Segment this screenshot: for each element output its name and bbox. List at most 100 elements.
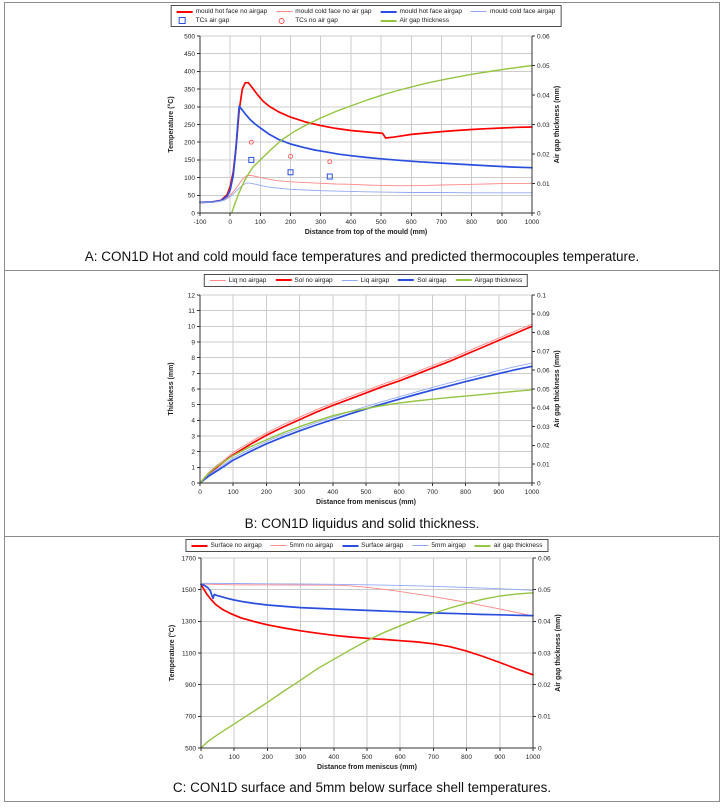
svg-text:0.01: 0.01 xyxy=(537,181,550,188)
svg-text:0.09: 0.09 xyxy=(537,311,550,318)
svg-text:1000: 1000 xyxy=(525,489,540,496)
svg-text:500: 500 xyxy=(376,219,387,226)
svg-text:0.03: 0.03 xyxy=(538,650,551,657)
svg-text:700: 700 xyxy=(436,219,447,226)
svg-text:3: 3 xyxy=(191,433,195,440)
legend-item: Sol no airgap xyxy=(275,276,333,284)
left-axis-title: Thickness (mm) xyxy=(168,362,175,415)
legend-item: 5mm no airgap xyxy=(270,542,333,549)
svg-text:0: 0 xyxy=(191,210,195,217)
svg-text:500: 500 xyxy=(361,489,372,496)
series-line xyxy=(200,592,534,749)
legend-item: mould cold face airgap xyxy=(470,8,555,15)
svg-text:500: 500 xyxy=(184,33,195,40)
svg-text:250: 250 xyxy=(184,122,195,129)
svg-text:200: 200 xyxy=(261,489,272,496)
x-axis-title: Distance from meniscus (mm) xyxy=(317,764,417,771)
series-line xyxy=(200,583,534,676)
legend-label: Sol airgap xyxy=(417,276,447,284)
legend-label: Sol no airgap xyxy=(294,276,333,284)
chart-b-canvas: 012345678910111200.010.020.030.040.050.0… xyxy=(168,292,561,506)
svg-text:800: 800 xyxy=(466,219,477,226)
legend-item: Liq airgap xyxy=(341,276,390,284)
series-line xyxy=(200,583,534,617)
chart-b: 0 1 2 3 4 5 6 7 8 9 10 11 12 0 0.01 0.02 0.03 0.04 0.05 0.0… xyxy=(5,271,719,513)
svg-text:1100: 1100 xyxy=(182,650,196,657)
svg-text:1000: 1000 xyxy=(525,219,540,226)
legend-label: TCs no air gap xyxy=(295,17,338,24)
legend-label: Liq no airgap xyxy=(228,276,267,284)
right-axis-title: Air gap thickness (mm) xyxy=(554,350,561,427)
svg-text:0.05: 0.05 xyxy=(537,63,550,70)
svg-text:0.05: 0.05 xyxy=(537,386,550,393)
svg-text:0.03: 0.03 xyxy=(537,423,550,430)
series-line xyxy=(199,105,533,204)
series-line xyxy=(199,388,533,484)
legend-label: Airgap thickness xyxy=(474,276,523,284)
svg-text:0.06: 0.06 xyxy=(537,367,550,374)
svg-text:300: 300 xyxy=(295,754,306,761)
legend-item: mould cold face no air gap xyxy=(276,8,371,15)
legend-item: 5mm airgap xyxy=(412,542,466,550)
line-sample-icon xyxy=(380,10,397,13)
series-lines xyxy=(200,582,534,749)
tick-labels: 500 700 900 1100 1300 1500 1700 0 0.01 0.02 0.03 0.… xyxy=(182,555,552,761)
svg-text:350: 350 xyxy=(184,86,195,93)
figure-frame: 0 50 100 150 200 250 300 350 400 450 500 0 0.01 0.02 0… xyxy=(4,2,720,802)
line-sample-icon xyxy=(176,10,193,13)
tick-labels: 012345678910111200.010.020.030.040.050.0… xyxy=(188,292,550,496)
series-line xyxy=(200,583,534,617)
chart-c-canvas: 500 700 900 1100 1300 1500 1700 0 0.01 0.02 0.03 0.… xyxy=(168,555,562,771)
gridlines xyxy=(201,557,533,749)
svg-text:2: 2 xyxy=(191,449,195,456)
svg-text:0: 0 xyxy=(537,480,541,487)
svg-text:0.02: 0.02 xyxy=(537,151,550,158)
line-sample-icon xyxy=(342,544,359,547)
svg-text:0.04: 0.04 xyxy=(538,619,551,626)
svg-text:100: 100 xyxy=(228,489,239,496)
tc-circle-marker xyxy=(248,139,254,145)
svg-text:700: 700 xyxy=(428,754,439,761)
svg-text:50: 50 xyxy=(188,193,196,200)
legend-item: TCs air gap xyxy=(177,17,268,24)
tc-square-marker xyxy=(287,169,294,176)
svg-text:0.04: 0.04 xyxy=(537,92,550,99)
svg-text:100: 100 xyxy=(184,175,195,182)
legend-item: Surface airgap xyxy=(342,542,403,549)
series-line xyxy=(199,364,533,484)
chart-a: 0 50 100 150 200 250 300 350 400 450 500 0 0.01 0.02 0… xyxy=(5,3,719,246)
svg-text:0.03: 0.03 xyxy=(537,122,550,129)
line-sample-icon xyxy=(209,279,226,281)
svg-text:12: 12 xyxy=(188,292,196,299)
svg-text:7: 7 xyxy=(191,370,195,377)
x-axis-title: Distance from meniscus (mm) xyxy=(316,499,416,506)
chart-a-legend: mould hot face no airgap mould cold face … xyxy=(170,5,562,27)
gridlines xyxy=(200,294,532,483)
legend-item: Airgap thickness xyxy=(455,276,523,284)
legend-item: TCs no air gap xyxy=(276,17,371,24)
svg-text:100: 100 xyxy=(229,754,240,761)
legend-item: Sol airgap xyxy=(398,276,447,284)
legend-label: 5mm airgap xyxy=(431,542,466,550)
axis-titles: Distance from meniscus (mm) Temperature (… xyxy=(168,614,562,771)
svg-text:450: 450 xyxy=(184,51,195,58)
circle-marker-icon xyxy=(276,17,292,24)
panel-a: 0 50 100 150 200 250 300 350 400 450 500 0 0.01 0.02 0… xyxy=(5,3,719,270)
panel-b: 0 1 2 3 4 5 6 7 8 9 10 11 12 0 0.01 0.02 0.03 0.04 0.05 0.0… xyxy=(5,269,719,537)
line-sample-icon xyxy=(270,545,287,547)
series-lines xyxy=(199,323,533,484)
svg-text:9: 9 xyxy=(191,339,195,346)
chart-b-legend: Liq no airgap Sol no airgap Liq airgap Sol … xyxy=(203,273,529,287)
svg-text:10: 10 xyxy=(188,323,196,330)
legend-label: Liq airgap xyxy=(360,276,390,284)
legend-item: Liq no airgap xyxy=(209,276,267,284)
line-sample-icon xyxy=(455,279,472,282)
svg-text:400: 400 xyxy=(327,489,338,496)
svg-text:700: 700 xyxy=(427,489,438,496)
svg-text:600: 600 xyxy=(394,489,405,496)
svg-text:400: 400 xyxy=(345,219,356,226)
line-sample-icon xyxy=(191,544,208,547)
axes xyxy=(197,294,535,486)
svg-text:0: 0 xyxy=(538,745,542,752)
right-axis-title: Air gap thickness (mm) xyxy=(555,614,562,691)
